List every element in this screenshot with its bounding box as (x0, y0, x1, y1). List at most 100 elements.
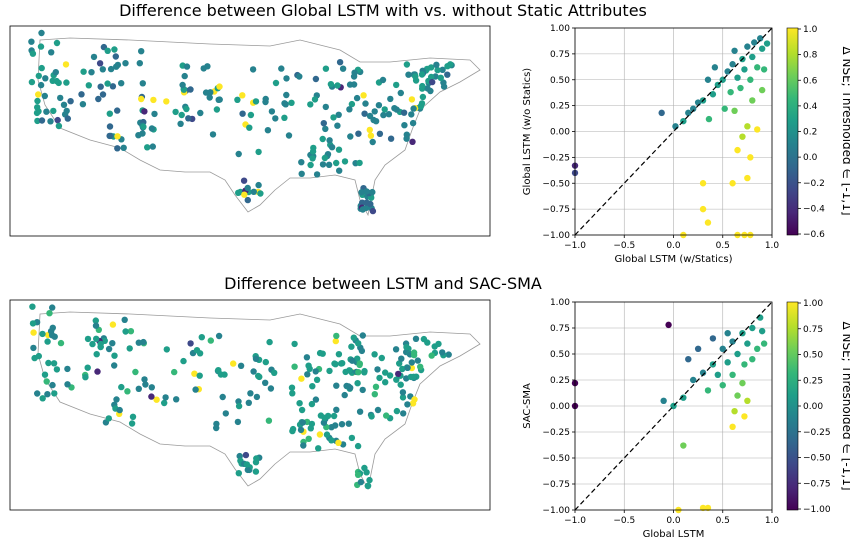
gauge-point (38, 29, 45, 37)
panel-2-title: Difference between LSTM and SAC-SMA (224, 274, 542, 293)
scatter-point (704, 504, 712, 512)
gauge-point (99, 91, 107, 98)
scatter-point (699, 180, 707, 187)
gauge-point (241, 191, 248, 198)
gauge-point (264, 127, 272, 134)
scatter-point (734, 350, 741, 358)
gauge-point (114, 133, 121, 140)
scatter-point (731, 47, 738, 54)
gauge-point (53, 366, 61, 373)
gauge-point (234, 418, 242, 426)
panel-1-colorbar-label: Δ NSE; Thresholded ∈ [-1,1] (840, 46, 850, 215)
gauge-point (359, 386, 366, 394)
scatter-point (744, 123, 751, 130)
gauge-point (278, 65, 285, 72)
gauge-point (354, 355, 361, 362)
gauge-point (171, 368, 178, 376)
gauge-point (334, 122, 341, 129)
gauge-point (246, 124, 253, 131)
scatter-point (747, 76, 754, 83)
gauge-point (420, 335, 428, 343)
gauge-point (244, 196, 251, 204)
gauge-point (126, 345, 133, 352)
colorbar-tick-label: −0.50 (803, 454, 831, 464)
gauge-point (348, 434, 356, 442)
gauge-point (322, 103, 329, 111)
gauge-point (221, 371, 228, 378)
gauge-point (385, 111, 393, 118)
gauge-point (41, 92, 48, 100)
gauge-point (207, 337, 214, 344)
gauge-point (46, 310, 53, 317)
gauge-point (378, 354, 385, 362)
gauge-point (28, 78, 36, 86)
gauge-point (116, 406, 123, 414)
gauge-point (381, 106, 388, 113)
gauge-point (412, 335, 420, 342)
gauge-point (305, 435, 312, 442)
gauge-point (309, 155, 316, 162)
gauge-point (54, 116, 61, 124)
gauge-point (149, 143, 156, 150)
gauge-point (326, 367, 333, 375)
gauge-point (431, 343, 438, 350)
y-tick-label: 0.00 (550, 128, 570, 138)
gauge-point (348, 343, 355, 350)
gauge-point (288, 384, 296, 391)
gauge-point (144, 144, 151, 151)
gauge-point (85, 82, 93, 89)
scatter-point (758, 45, 766, 52)
gauge-point (250, 368, 257, 375)
scatter-point (756, 35, 764, 42)
gauge-point (356, 361, 363, 369)
gauge-point (148, 393, 155, 400)
scatter-point (749, 53, 756, 61)
scatter-point (724, 330, 731, 337)
gauge-point (53, 39, 61, 47)
gauge-point (332, 337, 339, 345)
gauge-point (196, 350, 204, 357)
x-tick-label: −0.5 (613, 241, 635, 251)
gauge-point (398, 355, 405, 362)
colorbar-tick-label: 0.0 (803, 153, 818, 163)
gauge-point (252, 355, 260, 362)
gauge-point (112, 53, 120, 60)
colorbar-tick-label: 0.25 (803, 376, 823, 386)
gauge-point (138, 95, 145, 103)
scatter-point (699, 504, 707, 512)
gauge-point (265, 417, 273, 424)
colorbar-tick-label: −0.6 (803, 230, 825, 240)
gauge-point (111, 362, 118, 369)
scatter-point (758, 327, 766, 335)
gauge-point (409, 119, 417, 127)
gauge-point (88, 69, 95, 76)
gauge-point (64, 381, 71, 388)
gauge-point (67, 98, 74, 105)
panel-2-map-points (29, 303, 481, 491)
gauge-point (298, 375, 305, 382)
gauge-point (300, 442, 307, 449)
gauge-point (396, 360, 403, 367)
scatter-point (658, 109, 665, 117)
gauge-point (434, 66, 441, 74)
scatter-point (685, 356, 692, 363)
colorbar-tick-label: 1.00 (803, 299, 823, 309)
gauge-point (142, 381, 149, 388)
gauge-point (433, 61, 440, 68)
gauge-point (322, 65, 330, 72)
gauge-point (138, 48, 145, 55)
scatter-point (719, 382, 726, 389)
panel-2-colorbar-label: Δ NSE; Thresholded ∈ [-1,1] (840, 321, 850, 490)
gauge-point (354, 380, 361, 387)
gauge-point (183, 63, 191, 70)
gauge-point (48, 49, 55, 56)
gauge-point (403, 61, 411, 68)
scatter-point (754, 64, 761, 71)
gauge-point (41, 371, 49, 378)
gauge-point (252, 98, 260, 105)
x-axis-label: Global LSTM (643, 529, 705, 540)
gauge-point (239, 92, 246, 99)
gauge-point (333, 332, 340, 340)
gauge-point (51, 390, 58, 397)
panel-1-colorbar: 1.0 0.8 0.6 0.4 0.2 0.0 −0.2 −0.4 −0.6 Δ NSE; Th… (786, 25, 850, 240)
